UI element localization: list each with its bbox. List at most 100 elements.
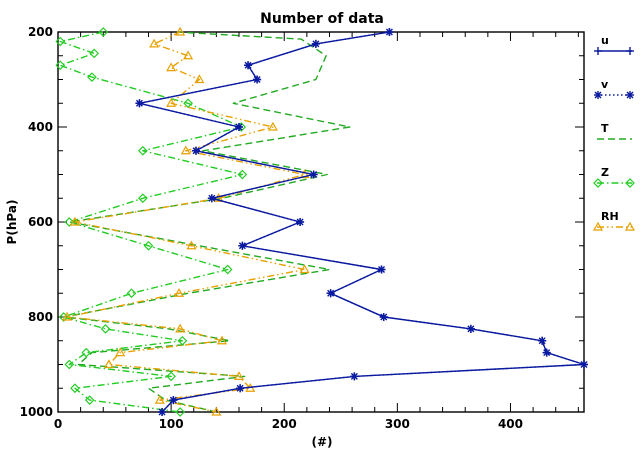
- series-z-point: [84, 395, 95, 405]
- legend-label: u: [601, 34, 609, 47]
- series-u-point: [158, 408, 167, 416]
- legend-item-v: v: [594, 78, 634, 99]
- series-z-point: [64, 359, 75, 370]
- series-rh-point: [211, 406, 222, 416]
- series-u-point: [169, 396, 178, 405]
- x-tick-label: 400: [498, 417, 523, 431]
- series-rh-point: [299, 264, 310, 274]
- series-z-point: [58, 312, 69, 322]
- y-axis: 200 400 600 800 1000: [20, 25, 584, 419]
- series-u-point: [135, 99, 144, 108]
- series-u-point: [350, 372, 359, 381]
- legend: u v T Z RH: [592, 34, 636, 231]
- series-z-point: [183, 98, 193, 109]
- series-rh-point: [166, 62, 177, 72]
- series-rh-point: [154, 394, 165, 404]
- series-z-point: [166, 371, 176, 382]
- x-axis: 0 100 200 300 400: [54, 32, 579, 431]
- series-u-point: [309, 170, 318, 179]
- series-rh-point: [115, 347, 126, 357]
- series-rh-point: [175, 26, 186, 36]
- y-axis-title: P(hPa): [5, 200, 19, 245]
- x-tick-label: 300: [385, 417, 410, 431]
- series-rh-point: [62, 311, 73, 321]
- series-z-point: [222, 264, 233, 275]
- series-t: [63, 31, 351, 413]
- series-rh-point: [166, 98, 177, 107]
- series-u-point: [234, 123, 243, 131]
- series-u-point: [377, 265, 386, 274]
- series-t-line: [63, 31, 351, 413]
- series-u-point: [244, 61, 253, 70]
- legend-item-t: T: [597, 122, 632, 140]
- series-u-point: [466, 324, 475, 333]
- series-u-point: [238, 241, 247, 250]
- series-rh-point: [267, 121, 278, 131]
- y-tick-label: 800: [28, 310, 53, 324]
- series-z-point: [175, 407, 186, 417]
- series-u-point: [311, 39, 320, 48]
- series-rh-point: [174, 288, 185, 297]
- legend-label: Z: [601, 166, 609, 179]
- series-rh-point: [69, 216, 81, 226]
- series-u-point: [385, 28, 394, 36]
- legend-item-rh: RH: [592, 210, 636, 231]
- series-u-point: [542, 348, 551, 357]
- legend-marker: [592, 221, 604, 231]
- series-u: [135, 28, 588, 416]
- legend-marker: [594, 91, 602, 99]
- series-rh-point: [183, 50, 194, 60]
- series-rh-point: [103, 359, 114, 369]
- series-z-point: [137, 193, 148, 204]
- x-tick-label: 0: [54, 417, 62, 431]
- series-u-point: [236, 384, 245, 393]
- series-u-point: [379, 313, 388, 321]
- series-rh-point: [194, 74, 205, 84]
- series-z-point: [100, 324, 111, 334]
- series-z-point: [89, 48, 100, 59]
- series-rh-point: [180, 145, 191, 155]
- series-rh: [62, 26, 310, 416]
- series-rh-point: [186, 240, 197, 250]
- series-rh-line: [66, 31, 306, 413]
- series-u-line: [138, 31, 585, 413]
- y-tick-label: 1000: [20, 405, 53, 419]
- legend-label: v: [601, 78, 609, 91]
- chart-title: Number of data: [260, 11, 384, 27]
- series-u-point: [580, 360, 588, 369]
- legend-marker: [626, 47, 634, 55]
- legend-marker: [626, 91, 634, 99]
- series-u-point: [538, 336, 547, 345]
- series-z-point: [87, 72, 97, 82]
- series-z-point: [55, 60, 66, 71]
- y-tick-label: 600: [28, 215, 53, 229]
- series-z-point: [177, 335, 188, 346]
- series-z-point: [143, 240, 154, 251]
- series-z-point: [126, 288, 137, 299]
- x-tick-label: 100: [159, 417, 184, 431]
- legend-label: RH: [601, 210, 619, 223]
- series-rh-point: [216, 335, 228, 345]
- series-rh-point: [175, 323, 186, 333]
- series-u-point: [207, 194, 216, 203]
- legend-label: T: [601, 122, 609, 135]
- y-tick-label: 400: [28, 120, 53, 134]
- x-tick-label: 200: [272, 417, 297, 431]
- series-u-point: [253, 75, 262, 84]
- legend-marker: [625, 178, 635, 188]
- series-z-point: [137, 145, 148, 156]
- series-u-point: [296, 218, 305, 226]
- series-z-line: [59, 31, 244, 413]
- legend-marker: [624, 221, 636, 231]
- legend-item-z: Z: [593, 166, 635, 188]
- series-z-point: [55, 36, 66, 47]
- series-layer: [55, 26, 588, 417]
- series-z-point: [64, 217, 75, 227]
- series-u-point: [326, 289, 335, 298]
- series-rh-point: [299, 169, 310, 179]
- series-z-point: [81, 347, 92, 358]
- series-z-point: [98, 27, 109, 37]
- legend-marker: [593, 178, 603, 188]
